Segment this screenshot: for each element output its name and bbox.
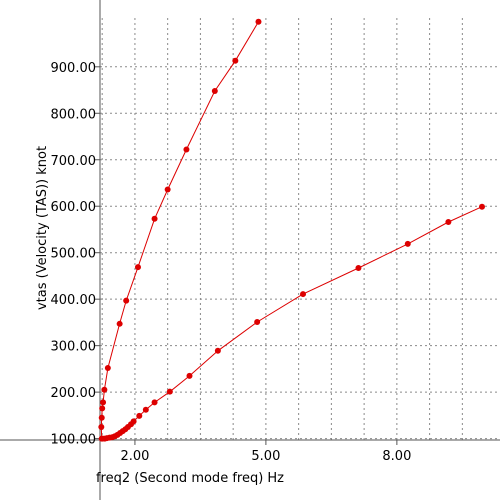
y-tick-label: 300.00 — [51, 340, 97, 355]
y-tick-label: 800.00 — [51, 107, 97, 122]
series-2-point — [151, 399, 158, 406]
y-tick-label: 200.00 — [51, 386, 97, 401]
series-1-point — [211, 87, 218, 94]
series-1-point — [98, 414, 105, 421]
series-2-point — [254, 318, 261, 325]
series-2-point — [166, 388, 173, 395]
series-1-point — [123, 297, 130, 304]
y-tick-label: 700.00 — [51, 154, 97, 169]
series-1-point — [98, 423, 105, 430]
series-1-line — [100, 21, 259, 439]
series-1-point — [116, 320, 123, 327]
series-2-point — [404, 240, 411, 247]
series-1-point — [183, 146, 190, 153]
series-1-point — [255, 18, 262, 25]
series-layer — [98, 18, 485, 442]
x-tick-label: 2.00 — [120, 449, 149, 464]
series-2-point — [355, 265, 362, 272]
series-2-point — [300, 291, 307, 298]
x-tick-label: 5.00 — [251, 449, 280, 464]
series-1-point — [151, 215, 158, 222]
x-axis-title: freq2 (Second mode freq) Hz — [96, 471, 284, 486]
series-2-line — [102, 206, 483, 440]
series-2-point — [186, 372, 193, 379]
y-tick-label: 900.00 — [51, 61, 97, 76]
series-2-point — [130, 418, 137, 425]
series-2-point — [445, 219, 452, 226]
series-1-point — [134, 264, 141, 271]
series-2-point — [136, 412, 143, 419]
y-axis-title: vtas (Velocity (TAS)) knot — [35, 146, 50, 310]
series-1-point — [101, 386, 108, 393]
series-2-point — [142, 406, 149, 413]
series-1-point — [164, 186, 171, 193]
series-1-point — [99, 405, 106, 412]
tick-labels: 100.00 200.00 300.00 400.00 500.00 600.00 700.… — [51, 61, 412, 464]
y-tick-label: 100.00 — [51, 433, 97, 448]
series-1-point — [232, 57, 239, 64]
y-tick-label: 600.00 — [51, 200, 97, 215]
series-2-point — [214, 347, 221, 354]
y-tick-label: 500.00 — [51, 247, 97, 262]
grid — [100, 18, 500, 440]
x-tick-label: 8.00 — [382, 449, 411, 464]
series-1-point — [100, 399, 107, 406]
series-2-point — [479, 203, 485, 210]
series-1-point — [104, 364, 111, 371]
y-tick-label: 400.00 — [51, 293, 97, 308]
